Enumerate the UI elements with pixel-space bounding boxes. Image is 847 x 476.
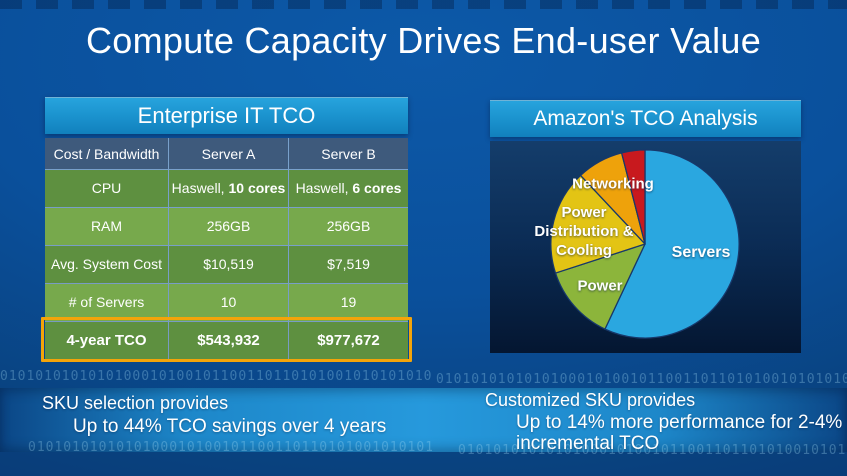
footer-right-line2: Up to 14% more performance for 2-4% incr… (516, 412, 843, 455)
cell-avg-cost-server-b: $7,519 (289, 246, 408, 283)
amazon-tco-panel: Amazon's TCO Analysis Networking Power D… (490, 100, 801, 353)
cell-ram-server-a: 256GB (169, 208, 288, 245)
footer-right-line1: Customized SKU provides (485, 390, 696, 410)
binary-texture-strip: 0101010101010100010100101100110110101001… (28, 440, 432, 455)
pie-label-power: Power (577, 277, 623, 295)
enterprise-tco-header-label: Enterprise IT TCO (137, 103, 316, 128)
cell-num-servers-label: # of Servers (45, 284, 168, 321)
slide-title: Compute Capacity Drives End-user Value (85, 20, 762, 61)
pie-slice-servers (604, 149, 740, 339)
amazon-tco-header-label: Amazon's TCO Analysis (533, 107, 758, 130)
col-header-server-a: Server A (169, 138, 288, 169)
pie-label-networking: Networking (572, 175, 654, 193)
amazon-tco-header-bar: Amazon's TCO Analysis (490, 100, 801, 137)
cpu-b-cores-bold: 6 cores (352, 180, 402, 197)
cpu-a-prefix: Haswell, (171, 180, 225, 197)
footer-band (0, 388, 847, 452)
enterprise-tco-header-bar: Enterprise IT TCO (45, 97, 408, 134)
pie-chart (550, 149, 740, 339)
pie-label-servers: Servers (671, 244, 731, 261)
binary-texture-strip: 0101010101010100010100101100110110101001… (0, 369, 432, 384)
cell-4year-tco-server-b: $977,672 (289, 322, 408, 359)
col-header-server-b: Server B (289, 138, 408, 169)
cell-cpu-server-b: Haswell, 6 cores (289, 170, 408, 207)
cell-cpu-label: CPU (45, 170, 168, 207)
col-header-cost-bandwidth: Cost / Bandwidth (45, 138, 168, 169)
top-binary-texture (0, 0, 847, 9)
pie-slice-power (554, 243, 646, 330)
cell-4year-tco-server-a: $543,932 (169, 322, 288, 359)
pie-slice-power-distribution-cooling (550, 174, 646, 274)
cell-num-servers-server-a: 10 (169, 284, 288, 321)
cell-num-servers-server-b: 19 (289, 284, 408, 321)
cell-cpu-server-a: Haswell, 10 cores (169, 170, 288, 207)
cell-avg-cost-label: Avg. System Cost (45, 246, 168, 283)
tco-table: Cost / Bandwidth Server A Server B CPU H… (45, 138, 408, 359)
cpu-b-prefix: Haswell, (295, 180, 349, 197)
cell-avg-cost-server-a: $10,519 (169, 246, 288, 283)
footer-left-line1: SKU selection provides (42, 393, 229, 413)
cpu-a-cores-bold: 10 cores (228, 180, 286, 197)
cell-4year-tco-label: 4-year TCO (45, 322, 168, 359)
pie-chart-panel: Networking Power Distribution & Cooling … (490, 141, 801, 353)
pie-label-power-distribution-cooling: Power Distribution & Cooling (534, 203, 634, 259)
cell-ram-server-b: 256GB (289, 208, 408, 245)
enterprise-tco-panel: Enterprise IT TCO Cost / Bandwidth Serve… (41, 97, 412, 362)
footer-left-line2: Up to 44% TCO savings over 4 years (73, 416, 387, 437)
pie-slice-unlabeled (620, 149, 646, 245)
binary-texture-strip: 0101010101010100010100101100110110101001… (458, 443, 847, 458)
cell-ram-label: RAM (45, 208, 168, 245)
binary-texture-strip: 0101010101010100010100101100110110101001… (436, 372, 847, 387)
